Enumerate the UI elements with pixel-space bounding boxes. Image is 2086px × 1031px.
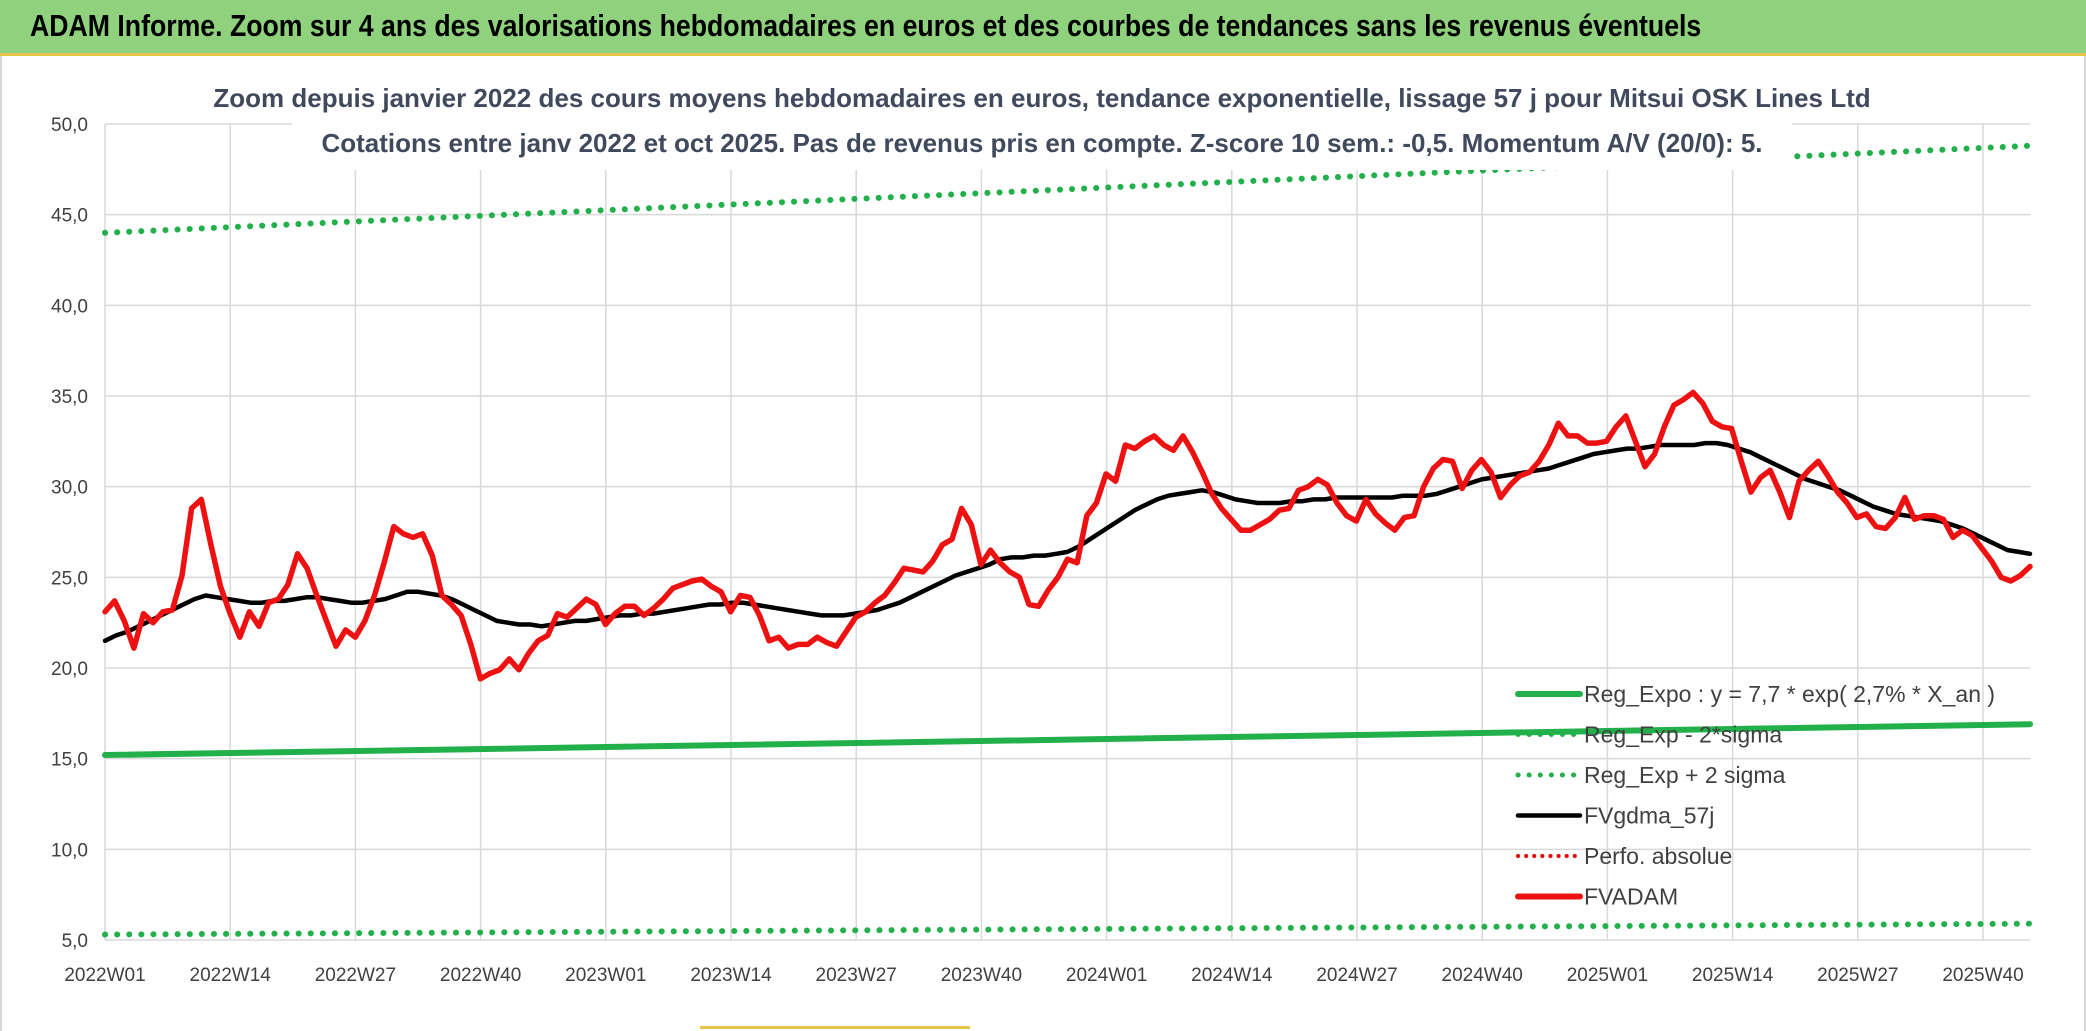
legend-label-sigma_high: Reg_Exp + 2 sigma [1584,762,1786,788]
y-tick-labels: 5,0 10,0 15,0 20,0 25,0 30,0 35,0 40,0 45,0 50,0 [51,115,88,952]
x-tick-label: 2025W14 [1692,965,1774,986]
legend-label-fvgdma: FVgdma_57j [1584,803,1714,829]
x-tick-label: 2024W40 [1442,965,1523,986]
bottom-accent-rule [700,1026,970,1029]
series-fvgdma [102,440,2033,644]
y-tick-label: 25,0 [51,568,88,589]
banner-title: ADAM Informe. Zoom sur 4 ans des valoris… [30,8,1702,43]
series-fvadam [102,389,2033,682]
y-tick-label: 35,0 [51,387,88,408]
x-gridlines [104,124,1984,940]
x-tick-label: 2023W27 [816,965,897,986]
series-layer [102,142,2033,938]
x-tick-label: 2024W14 [1191,965,1273,986]
x-tick-label: 2023W01 [565,965,646,986]
legend-label-sigma_low: Reg_Exp - 2*sigma [1584,722,1782,748]
y-tick-label: 10,0 [51,840,88,861]
title-background [292,78,1792,170]
legend: Reg_Expo : y = 7,7 * exp( 2,7% * X_an ) R… [1515,681,1995,910]
x-tick-label: 2023W14 [690,965,772,986]
series-reg-expo [102,721,2033,759]
y-tick-label: 20,0 [51,659,88,680]
x-tick-label: 2024W27 [1316,965,1397,986]
x-tick-label: 2022W14 [190,965,272,986]
y-tick-label: 30,0 [51,478,88,499]
y-tick-label: 45,0 [51,206,88,227]
x-tick-labels: 2022W01 2022W14 2022W27 2022W40 2023W01 2023W… [64,965,2023,986]
y-tick-label: 50,0 [51,115,88,136]
series-sigma-low [102,920,2033,938]
y-tick-label: 15,0 [51,750,88,771]
x-tick-label: 2024W01 [1066,965,1147,986]
chart-title-line2: Cotations entre janv 2022 et oct 2025. P… [321,128,1762,158]
x-tick-label: 2022W40 [440,965,521,986]
x-tick-label: 2025W40 [1942,965,2023,986]
x-tick-label: 2022W27 [315,965,396,986]
x-tick-label: 2023W40 [941,965,1022,986]
legend-label-reg_expo: Reg_Expo : y = 7,7 * exp( 2,7% * X_an ) [1584,681,1995,707]
chart-title-line1: Zoom depuis janvier 2022 des cours moyen… [213,83,1870,113]
legend-label-fvadam: FVADAM [1584,884,1678,910]
y-gridlines [105,123,2030,941]
x-tick-label: 2025W27 [1817,965,1898,986]
x-tick-label: 2025W01 [1567,965,1648,986]
y-tick-label: 40,0 [51,296,88,317]
x-tick-label: 2022W01 [64,965,145,986]
banner: ADAM Informe. Zoom sur 4 ans des valoris… [0,0,2086,56]
chart-frame [0,56,2086,1031]
y-tick-label: 5,0 [62,931,88,952]
legend-label-perfo: Perfo. absolue [1584,843,1732,869]
